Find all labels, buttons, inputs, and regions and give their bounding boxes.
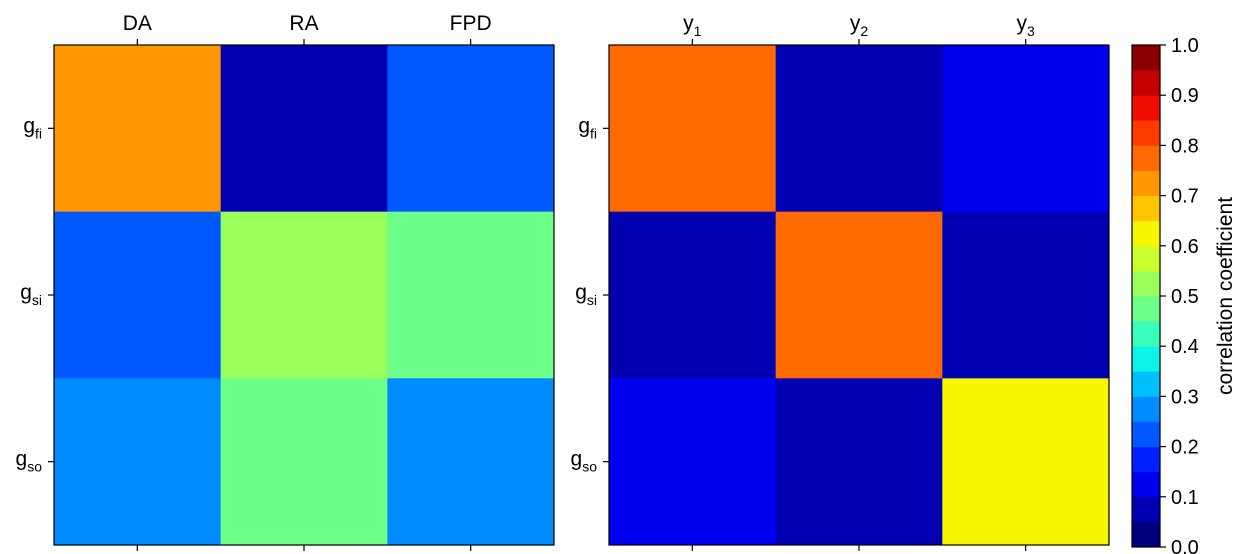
colorbar-bin-14 <box>1132 170 1160 196</box>
heatmap-cell-left-r2-c1 <box>220 378 388 546</box>
heatmap-cell-left-r1-c2 <box>387 211 555 379</box>
colorbar-bin-6 <box>1132 371 1160 397</box>
x-tick-label-right-0-subscript: 1 <box>694 23 702 39</box>
heatmap-cell-right-r2-c2 <box>942 378 1110 546</box>
colorbar-bin-18 <box>1132 70 1160 96</box>
y-tick-label-left-0-base: g <box>23 114 35 137</box>
x-tick-label-right-2-base: y <box>1017 12 1028 35</box>
x-tick-label-left-1: RA <box>289 12 318 35</box>
colorbar-tick-label-6: 0.6 <box>1171 236 1199 258</box>
y-tick-label-left-1: gsi <box>20 281 42 308</box>
colorbar-tick-label-5: 0.5 <box>1171 286 1199 308</box>
colorbar-bin-17 <box>1132 95 1160 121</box>
colorbar-bin-11 <box>1132 245 1160 272</box>
colorbar-tick-label-10: 1.0 <box>1171 35 1199 57</box>
colorbar-tick-label-7: 0.7 <box>1171 186 1199 208</box>
y-tick-label-right-1-subscript: si <box>587 292 597 308</box>
heatmap-cell-left-r2-c2 <box>387 378 555 546</box>
heatmap-cell-right-r2-c1 <box>775 378 943 546</box>
y-tick-label-right-1-base: g <box>575 281 587 304</box>
colorbar-bin-19 <box>1132 45 1160 71</box>
y-tick-label-right-0-subscript: fi <box>590 125 597 141</box>
x-tick-label-left-2: FPD <box>450 12 492 35</box>
colorbar-tick-label-0: 0.0 <box>1171 537 1199 554</box>
colorbar-bin-7 <box>1132 346 1160 372</box>
colorbar-bin-2 <box>1132 471 1160 498</box>
y-tick-label-right-0: gfi <box>578 114 597 141</box>
colorbar-bin-1 <box>1132 496 1160 523</box>
colorbar-tick-label-9: 0.9 <box>1171 85 1199 107</box>
heatmap-cell-left-r0-c2 <box>387 45 555 213</box>
colorbar-bin-3 <box>1132 446 1160 473</box>
y-tick-label-right-2: gso <box>571 448 598 475</box>
y-tick-label-left-2-base: g <box>16 448 28 471</box>
heatmap-cell-left-r0-c0 <box>54 45 222 213</box>
y-tick-label-left-1-base: g <box>20 281 32 304</box>
y-tick-label-left-2: gso <box>16 448 43 475</box>
colorbar-tick-label-1: 0.1 <box>1171 487 1199 509</box>
x-tick-label-right-0: y1 <box>683 12 702 39</box>
colorbar-label: correlation coefficient <box>1214 197 1237 395</box>
colorbar-bin-16 <box>1132 120 1160 146</box>
y-tick-label-left-2-subscript: so <box>27 459 42 475</box>
y-tick-label-left-0-subscript: fi <box>35 125 42 141</box>
x-tick-label-right-0-base: y <box>683 12 694 35</box>
colorbar-bin-8 <box>1132 321 1160 347</box>
colorbar-bin-0 <box>1132 521 1160 548</box>
heatmap-cell-left-r1-c1 <box>220 211 388 379</box>
heatmap-cell-left-r0-c1 <box>220 45 388 213</box>
colorbar-tick-label-8: 0.8 <box>1171 135 1199 157</box>
heatmap-cell-right-r0-c0 <box>609 45 777 213</box>
colorbar: 0.0 0.1 0.2 0.3 0.4 0.5 0.6 0.7 0.8 0.9 1.0 correl… <box>1131 35 1237 554</box>
heatmap-cell-left-r2-c0 <box>54 378 222 546</box>
colorbar-bin-12 <box>1132 220 1160 247</box>
colorbar-bin-5 <box>1132 396 1160 422</box>
heatmap-cell-right-r0-c2 <box>942 45 1110 213</box>
colorbar-bin-13 <box>1132 195 1160 222</box>
y-tick-label-right-0-base: g <box>578 114 590 137</box>
heatmap-cell-left-r1-c0 <box>54 211 222 379</box>
colorbar-tick-label-3: 0.3 <box>1171 386 1199 408</box>
x-tick-label-right-2: y3 <box>1017 12 1036 39</box>
colorbar-tick-label-4: 0.4 <box>1171 336 1199 358</box>
colorbar-bin-15 <box>1132 145 1160 171</box>
heatmap-cell-right-r1-c2 <box>942 211 1110 379</box>
heatmap-cell-right-r1-c0 <box>609 211 777 379</box>
x-tick-label-right-2-subscript: 3 <box>1027 23 1035 39</box>
y-tick-label-right-2-subscript: so <box>582 459 597 475</box>
y-tick-label-right-1: gsi <box>575 281 597 308</box>
x-tick-label-right-1-base: y <box>850 12 861 35</box>
colorbar-bin-9 <box>1132 296 1160 322</box>
heatmap-cell-right-r2-c0 <box>609 378 777 546</box>
y-tick-label-left-1-subscript: si <box>32 292 42 308</box>
colorbar-tick-label-2: 0.2 <box>1171 437 1199 459</box>
x-tick-label-left-0: DA <box>123 12 152 35</box>
x-tick-label-right-1: y2 <box>850 12 869 39</box>
x-tick-label-right-1-subscript: 2 <box>860 23 868 39</box>
y-tick-label-right-2-base: g <box>571 448 583 471</box>
colorbar-bin-10 <box>1132 270 1160 297</box>
heatmap-cell-right-r1-c1 <box>775 211 943 379</box>
heatmap-cell-right-r0-c1 <box>775 45 943 213</box>
colorbar-bin-4 <box>1132 421 1160 447</box>
y-tick-label-left-0: gfi <box>23 114 42 141</box>
